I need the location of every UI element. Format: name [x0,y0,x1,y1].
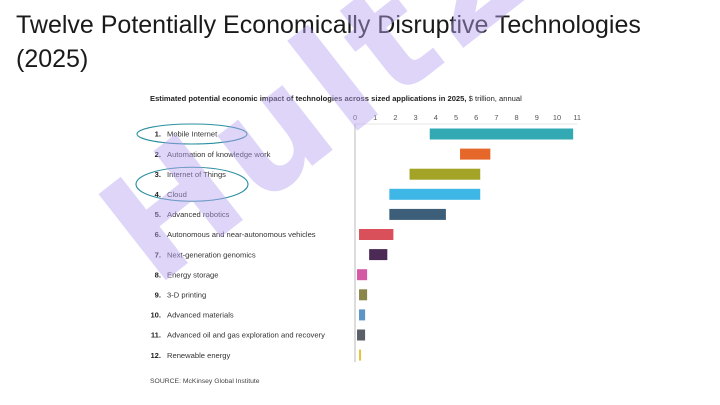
impact-bar [409,168,481,180]
row-rank: 11. [151,331,161,340]
row-label: Automation of knowledge work [167,150,271,159]
x-tick-label: 9 [535,113,539,122]
row-label: Mobile Internet [167,130,218,139]
x-tick-label: 0 [353,113,357,122]
impact-bar [359,349,362,361]
highlight-circle [136,123,248,145]
source-note: SOURCE: McKinsey Global Institute [150,378,260,385]
highlight-circle [135,166,249,202]
row-rank: 1. [155,130,161,139]
x-tick-label: 1 [373,113,377,122]
impact-bar [359,229,394,240]
row-rank: 2. [155,150,161,159]
impact-bar [359,289,368,301]
slide-title: Twelve Potentially Economically Disrupti… [16,11,641,73]
x-tick-label: 4 [434,113,438,122]
row-label: Renewable energy [167,351,231,360]
x-tick-label: 11 [573,113,581,122]
row-label: Advanced robotics [167,210,230,219]
row-label: Autonomous and near-autonomous vehicles [167,230,316,239]
row-rank: 3. [155,170,161,179]
impact-bar [429,128,574,140]
row-label: Advanced materials [167,311,234,320]
chart-title: Estimated potential economic impact of t… [150,94,467,103]
row-label: Internet of Things [167,170,226,179]
x-tick-label: 3 [414,113,418,122]
row-rank: 9. [155,291,161,300]
row-label: Cloud [167,190,187,199]
impact-bar [369,249,388,261]
x-tick-label: 7 [494,113,498,122]
row-rank: 8. [155,270,161,279]
row-rank: 4. [155,190,161,199]
row-label: Next-generation genomics [167,250,256,259]
row-label: Energy storage [167,270,219,279]
impact-bar [389,208,446,220]
impact-bar [357,269,368,281]
impact-bar [460,148,491,160]
impact-bar [359,309,366,321]
row-rank: 10. [150,311,161,320]
impact-bar [389,188,481,200]
row-rank: 6. [155,230,161,239]
chart-header: Estimated potential economic impact of t… [150,94,522,103]
row-label: 3-D printing [167,291,206,300]
x-tick-label: 6 [474,113,478,122]
chart-units: $ trillion, annual [468,94,522,103]
row-rank: 7. [155,250,161,259]
row-rank: 12. [150,351,161,360]
x-tick-label: 10 [553,113,561,122]
row-rank: 5. [155,210,161,219]
x-tick-label: 2 [393,113,397,122]
row-label: Advanced oil and gas exploration and rec… [167,331,325,340]
x-tick-label: 8 [515,113,519,122]
x-tick-label: 5 [454,113,458,122]
impact-bar [357,329,366,341]
